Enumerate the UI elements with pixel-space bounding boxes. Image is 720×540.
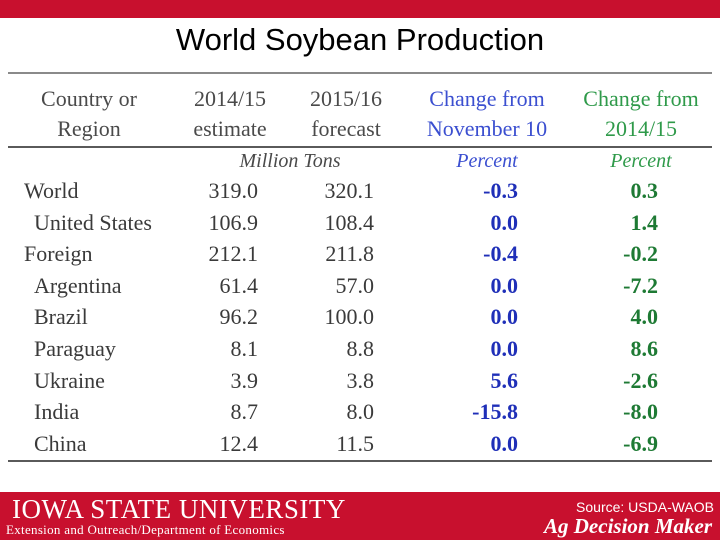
brand-name: Ag Decision Maker — [544, 514, 712, 538]
table-row: Ukraine 3.9 3.8 5.6 -2.6 — [0, 365, 720, 397]
row-change-prev: -2.6 — [623, 367, 658, 393]
slide-title: World Soybean Production — [175, 22, 545, 57]
row-value-2015-16: 11.5 — [336, 430, 374, 456]
row-change-prev: -7.2 — [623, 272, 658, 298]
table-row: World 319.0 320.1 -0.3 0.3 — [0, 175, 720, 207]
row-change-prev: -8.0 — [623, 399, 658, 425]
row-change-prev: 8.6 — [630, 336, 659, 361]
table-row: India 8.7 8.0 -15.8 -8.0 — [0, 396, 720, 428]
unit-percent-nov: Percent — [456, 150, 518, 172]
row-region-name: Argentina — [34, 272, 122, 298]
table-row: Foreign 212.1 211.8 -0.4 -0.2 — [0, 238, 720, 270]
header-change-nov-line2: November 10 — [426, 116, 548, 141]
row-change-prev: -6.9 — [623, 430, 658, 456]
row-change-prev: 4.0 — [630, 304, 659, 330]
row-change-nov: 5.6 — [490, 367, 519, 393]
header-region-line2: Region — [57, 116, 121, 141]
row-region-name: Brazil — [34, 304, 88, 330]
row-change-nov: -0.3 — [483, 178, 518, 203]
header-2014-15-line1: 2014/15 — [193, 86, 267, 111]
source-note: Source: USDA-WAOB — [576, 499, 714, 515]
row-change-nov: -15.8 — [472, 399, 518, 425]
row-value-2014-15: 3.9 — [230, 367, 259, 393]
row-region-name: United States — [34, 209, 152, 235]
table-row: Argentina 61.4 57.0 0.0 -7.2 — [0, 270, 720, 302]
row-value-2015-16: 100.0 — [324, 304, 375, 330]
row-value-2015-16: 108.4 — [324, 209, 375, 235]
university-subtitle: Extension and Outreach/Department of Eco… — [6, 522, 285, 537]
row-change-nov: 0.0 — [490, 430, 519, 456]
row-value-2014-15: 8.1 — [230, 336, 259, 361]
row-value-2015-16: 3.8 — [346, 367, 375, 393]
row-change-nov: 0.0 — [490, 209, 519, 235]
header-region: Country or Region — [14, 84, 164, 144]
row-value-2014-15: 319.0 — [208, 178, 259, 203]
table-row: Brazil 96.2 100.0 0.0 4.0 — [0, 301, 720, 333]
row-value-2015-16: 8.0 — [346, 399, 375, 425]
header-2014-15-line2: estimate — [193, 116, 267, 141]
header-change-prev-line1: Change from — [583, 86, 699, 111]
row-value-2015-16: 211.8 — [325, 241, 374, 267]
row-change-nov: -0.4 — [483, 241, 518, 267]
row-region-name: World — [24, 178, 79, 203]
header-2015-16: 2015/16 forecast — [294, 84, 398, 144]
row-change-nov: 0.0 — [490, 336, 519, 361]
row-change-nov: 0.0 — [490, 272, 519, 298]
top-accent-bar — [0, 0, 720, 18]
row-value-2015-16: 8.8 — [346, 336, 375, 361]
row-change-prev: 1.4 — [630, 209, 659, 235]
table-row: China 12.4 11.5 0.0 -6.9 — [0, 428, 720, 460]
header-change-nov: Change from November 10 — [414, 84, 560, 144]
header-top-rule — [8, 72, 712, 74]
table-row: United States 106.9 108.4 0.0 1.4 — [0, 207, 720, 239]
row-region-name: Ukraine — [34, 367, 105, 393]
table-row: Paraguay 8.1 8.8 0.0 8.6 — [0, 333, 720, 365]
unit-million-tons: Million Tons — [239, 150, 341, 172]
row-region-name: Paraguay — [34, 336, 116, 361]
header-2015-16-line1: 2015/16 — [309, 86, 383, 111]
row-change-prev: -0.2 — [623, 241, 658, 267]
header-change-prev: Change from 2014/15 — [570, 84, 712, 144]
footer-bar — [0, 492, 720, 540]
row-region-name: India — [34, 399, 80, 425]
row-value-2014-15: 8.7 — [230, 399, 259, 425]
unit-percent-prev: Percent — [610, 150, 672, 172]
row-value-2015-16: 320.1 — [324, 178, 375, 203]
header-2015-16-line2: forecast — [311, 116, 381, 141]
row-value-2014-15: 96.2 — [219, 304, 259, 330]
row-value-2014-15: 12.4 — [219, 430, 259, 456]
row-value-2014-15: 61.4 — [219, 272, 259, 298]
row-region-name: China — [34, 430, 87, 456]
header-change-prev-line2: 2014/15 — [604, 116, 678, 141]
row-value-2015-16: 57.0 — [335, 272, 375, 298]
row-change-prev: 0.3 — [630, 178, 659, 203]
table-bottom-rule — [8, 460, 712, 462]
row-region-name: Foreign — [24, 241, 93, 267]
row-value-2014-15: 212.1 — [208, 241, 259, 267]
university-wordmark: IOWA STATE UNIVERSITY — [12, 494, 346, 524]
row-change-nov: 0.0 — [490, 304, 519, 330]
row-value-2014-15: 106.9 — [208, 209, 259, 235]
header-change-nov-line1: Change from — [429, 86, 545, 111]
header-2014-15: 2014/15 estimate — [178, 84, 282, 144]
header-bottom-rule — [8, 146, 712, 148]
header-region-line1: Country or — [41, 86, 137, 111]
